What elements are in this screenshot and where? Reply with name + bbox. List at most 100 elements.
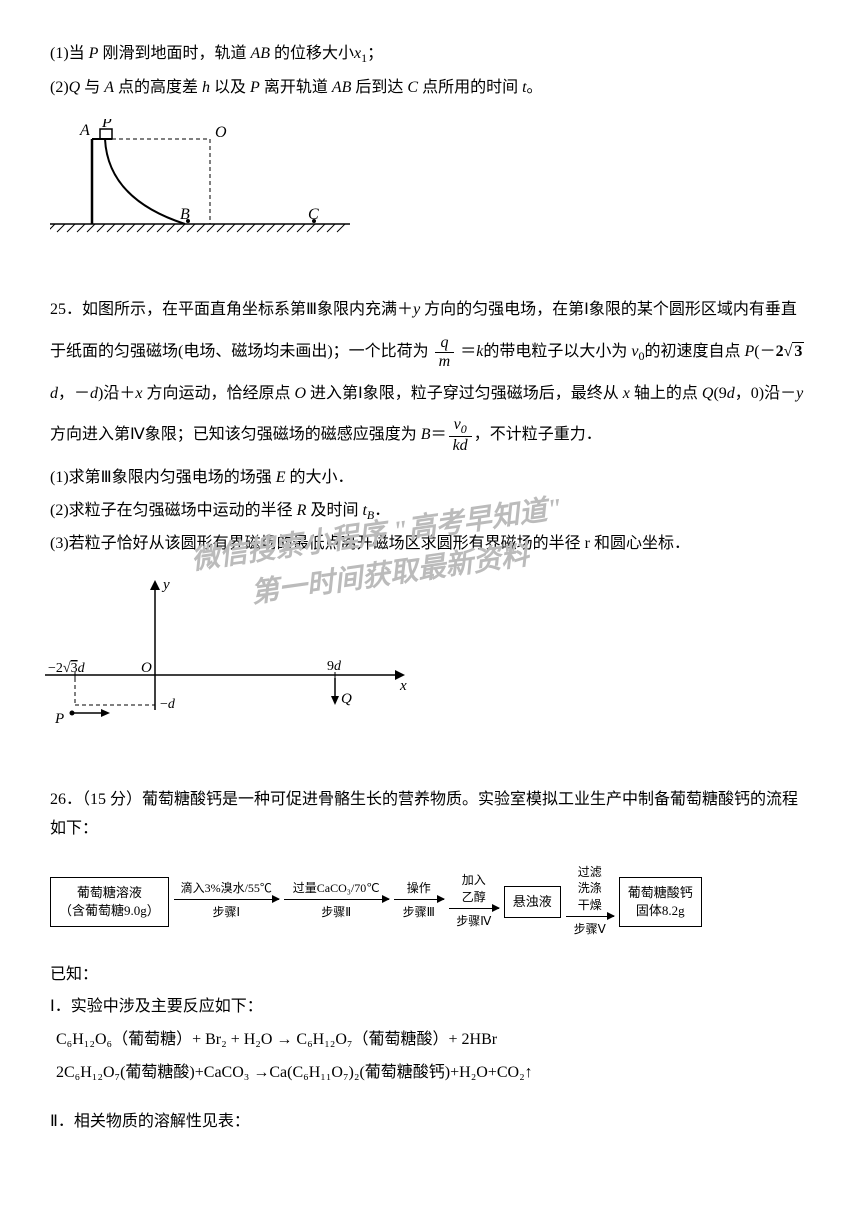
- denominator: m: [435, 353, 455, 371]
- q25-sub3: (3)若粒子恰好从该圆形有界磁场的最低点离开磁场区求圆形有界磁场的半径 r 和圆…: [50, 530, 810, 559]
- arrow-bottom: 步骤Ⅴ: [574, 919, 606, 941]
- text: 方向进入第Ⅳ象限；已知该匀强磁场的磁感应强度为: [50, 426, 421, 443]
- text: (2)求粒子在匀强磁场中运动的半径: [50, 502, 297, 519]
- var-d: d: [50, 385, 58, 402]
- arrow-top: 加入 乙醇: [462, 872, 486, 906]
- arrow-top: 滴入3%溴水/55℃: [181, 880, 272, 897]
- label-9d: 9d: [327, 659, 342, 674]
- arrow-top: 过量CaCO₃/70℃: [293, 880, 380, 897]
- text: 刚滑到地面时，轨道: [98, 45, 250, 62]
- text: )沿＋: [98, 385, 135, 402]
- denominator: kd: [449, 437, 472, 455]
- text: 后到达: [351, 79, 407, 96]
- text: 轴上的点: [630, 385, 702, 402]
- arrow-line-icon: [566, 916, 614, 917]
- line: 乙醇: [462, 889, 486, 906]
- arrow-bottom: 步骤Ⅲ: [403, 902, 435, 924]
- q25-sub1: (1)求第Ⅲ象限内匀强电场的场强 E 的大小．: [50, 464, 810, 493]
- arrow-top: 过滤 洗涤 干燥: [578, 864, 602, 914]
- text: 以及: [210, 79, 250, 96]
- label-Q: Q: [341, 691, 352, 707]
- text: 点的高度差: [114, 79, 202, 96]
- flow-arrow-5: 过滤 洗涤 干燥 步骤Ⅴ: [566, 864, 614, 941]
- line: 干燥: [578, 897, 602, 914]
- label-P: P: [54, 711, 64, 727]
- flow-box-1: 葡萄糖溶液 （含葡萄糖9.0g）: [50, 877, 169, 927]
- figure-track: A P O B C: [50, 119, 810, 250]
- line: 过滤: [578, 864, 602, 881]
- box-line2: 固体8.2g: [628, 902, 693, 920]
- fraction-v0kd: v0kd: [449, 416, 472, 455]
- label-O: O: [141, 660, 152, 676]
- text: ＝: [456, 343, 476, 360]
- text: (1)当: [50, 45, 89, 62]
- q26-number: 26．（15 分）: [50, 791, 142, 808]
- text: 的大小．: [285, 469, 353, 486]
- var-B: B: [421, 426, 431, 443]
- box-line1: 葡萄糖酸钙: [628, 884, 693, 902]
- var-y: y: [796, 385, 803, 402]
- text: 的带电粒子以大小为: [483, 343, 631, 360]
- var-h: h: [202, 79, 210, 96]
- q25-sub2: (2)求粒子在匀强磁场中运动的半径 R 及时间 tB．: [50, 497, 810, 527]
- line: 加入: [462, 872, 486, 889]
- text: 的位移大小: [270, 45, 354, 62]
- radicand: 3: [792, 342, 804, 360]
- arrow-bottom: 步骤Ⅰ: [212, 902, 240, 924]
- q1-part2: (2)Q 与 A 点的高度差 h 以及 P 离开轨道 AB 后到达 C 点所用的…: [50, 74, 810, 103]
- q26-intro: 26．（15 分）葡萄糖酸钙是一种可促进骨骼生长的营养物质。实验室模拟工业生产中…: [50, 786, 810, 844]
- flow-diagram: 葡萄糖溶液 （含葡萄糖9.0g） 滴入3%溴水/55℃ 步骤Ⅰ 过量CaCO₃/…: [50, 864, 810, 941]
- box-line1: 葡萄糖溶液: [59, 884, 160, 902]
- text: ＝: [431, 426, 447, 443]
- numerator: v0: [449, 416, 472, 437]
- var-Q: Q: [702, 385, 714, 402]
- var-Q: Q: [69, 79, 81, 96]
- sub: 0: [461, 422, 467, 436]
- text: ，0)沿－: [735, 385, 796, 402]
- text: ．: [374, 502, 390, 519]
- label-O: O: [215, 124, 227, 141]
- flow-arrow-2: 过量CaCO₃/70℃ 步骤Ⅱ: [284, 880, 389, 923]
- q25-body: 25．如图所示，在平面直角坐标系第Ⅲ象限内充满＋y 方向的匀强电场，在第Ⅰ象限的…: [50, 289, 810, 455]
- label-negd: −d: [160, 697, 176, 712]
- var-x: x: [623, 385, 630, 402]
- text: 与: [80, 79, 104, 96]
- box-line2: （含葡萄糖9.0g）: [59, 902, 160, 920]
- figure-coords: y x O −2√3d P −d 9d: [45, 575, 810, 746]
- label-x: x: [399, 678, 407, 694]
- text: (－: [754, 343, 775, 360]
- line: 洗涤: [578, 880, 602, 897]
- var-P: P: [250, 79, 260, 96]
- label-A: A: [79, 122, 90, 139]
- var-C: C: [407, 79, 418, 96]
- text: 离开轨道: [260, 79, 332, 96]
- page-content: (1)当 P 刚滑到地面时，轨道 AB 的位移大小x1； (2)Q 与 A 点的…: [50, 40, 810, 1136]
- flow-arrow-4: 加入 乙醇 步骤Ⅳ: [449, 872, 499, 932]
- text: ，不计粒子重力．: [474, 426, 602, 443]
- arrow-line-icon: [284, 899, 389, 900]
- var-P: P: [745, 343, 755, 360]
- numerator: q: [435, 334, 455, 353]
- var-d: d: [90, 385, 98, 402]
- flow-arrow-3: 操作 步骤Ⅲ: [394, 880, 444, 923]
- flow-box-2: 悬浊液: [504, 886, 561, 918]
- text: 方向运动，恰经原点: [142, 385, 294, 402]
- text: (2): [50, 79, 69, 96]
- text: ，－: [58, 385, 90, 402]
- q26-known2: Ⅱ．相关物质的溶解性见表：: [50, 1108, 810, 1137]
- var-R: R: [297, 502, 307, 519]
- text: (1)求第Ⅲ象限内匀强电场的场强: [50, 469, 276, 486]
- var-A: A: [104, 79, 114, 96]
- q26-eq2: 2C₆H₁₂O₇(葡萄糖酸)+CaCO₃ →Ca(C₆H₁₁O₇)₂(葡萄糖酸钙…: [50, 1059, 810, 1088]
- flow-box-3: 葡萄糖酸钙 固体8.2g: [619, 877, 702, 927]
- var-AB: AB: [250, 45, 270, 62]
- var-O: O: [294, 385, 306, 402]
- q26-known1: Ⅰ．实验中涉及主要反应如下：: [50, 993, 810, 1022]
- text: 点所用的时间: [418, 79, 522, 96]
- arrow-bottom: 步骤Ⅱ: [321, 902, 351, 924]
- var-d: d: [727, 385, 735, 402]
- q25-number: 25．: [50, 301, 82, 318]
- text: 及时间: [306, 502, 362, 519]
- text: 的初速度自点: [644, 343, 744, 360]
- arrow-line-icon: [449, 908, 499, 909]
